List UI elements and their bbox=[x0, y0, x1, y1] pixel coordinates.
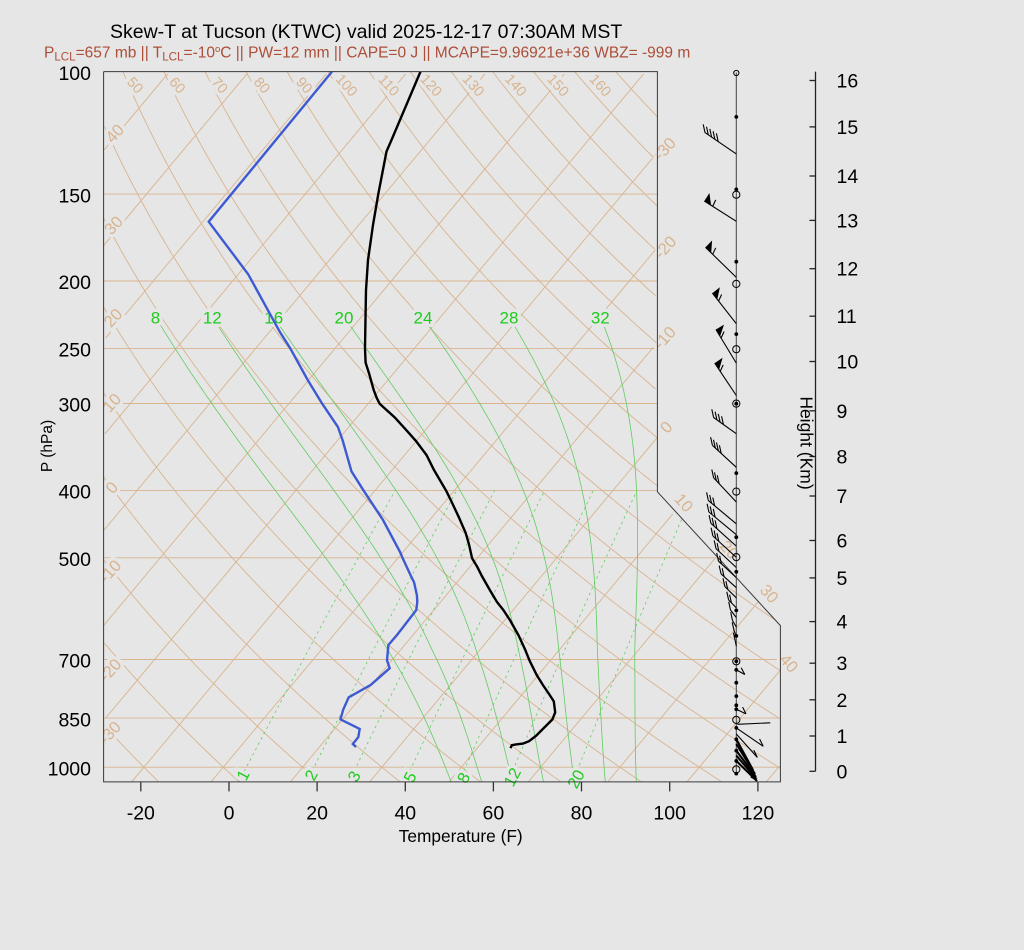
svg-text:-20: -20 bbox=[127, 803, 155, 825]
svg-text:7: 7 bbox=[837, 486, 848, 508]
svg-text:80: 80 bbox=[571, 803, 593, 825]
svg-text:32: 32 bbox=[591, 309, 610, 328]
svg-text:60: 60 bbox=[483, 803, 505, 825]
svg-text:0: 0 bbox=[224, 803, 235, 825]
svg-text:6: 6 bbox=[837, 531, 848, 553]
svg-text:20: 20 bbox=[306, 803, 328, 825]
svg-text:2: 2 bbox=[837, 690, 848, 712]
svg-text:16: 16 bbox=[264, 309, 283, 328]
svg-text:15: 15 bbox=[837, 117, 859, 139]
svg-text:3: 3 bbox=[837, 653, 848, 675]
svg-text:150: 150 bbox=[58, 185, 91, 207]
svg-text:850: 850 bbox=[58, 709, 91, 731]
svg-text:400: 400 bbox=[58, 482, 91, 504]
svg-text:200: 200 bbox=[58, 272, 91, 294]
svg-text:1000: 1000 bbox=[48, 758, 92, 780]
svg-text:9: 9 bbox=[837, 401, 848, 423]
svg-text:P (hPa): P (hPa) bbox=[39, 420, 56, 472]
svg-text:0: 0 bbox=[837, 761, 848, 783]
svg-text:120: 120 bbox=[742, 803, 775, 825]
svg-text:24: 24 bbox=[414, 309, 433, 328]
svg-text:100: 100 bbox=[58, 63, 91, 85]
svg-text:250: 250 bbox=[58, 340, 91, 362]
svg-text:PLCL=657 mb || TLCL=-10oC || P: PLCL=657 mb || TLCL=-10oC || PW=12 mm ||… bbox=[44, 44, 690, 64]
svg-text:8: 8 bbox=[151, 309, 160, 328]
svg-text:Skew-T at Tucson (KTWC) valid: Skew-T at Tucson (KTWC) valid 2025-12-17… bbox=[110, 21, 622, 43]
svg-text:13: 13 bbox=[837, 210, 859, 232]
svg-text:12: 12 bbox=[837, 259, 859, 281]
svg-text:Height (Km): Height (Km) bbox=[797, 396, 817, 489]
svg-text:1: 1 bbox=[837, 726, 848, 748]
svg-text:28: 28 bbox=[500, 309, 519, 328]
svg-text:700: 700 bbox=[58, 651, 91, 673]
svg-text:10: 10 bbox=[837, 352, 859, 374]
svg-text:16: 16 bbox=[837, 71, 859, 93]
svg-text:100: 100 bbox=[653, 803, 686, 825]
svg-text:20: 20 bbox=[335, 309, 354, 328]
svg-text:300: 300 bbox=[58, 395, 91, 417]
svg-text:500: 500 bbox=[58, 549, 91, 571]
svg-text:5: 5 bbox=[837, 568, 848, 590]
svg-text:14: 14 bbox=[837, 166, 859, 188]
svg-text:Temperature (F): Temperature (F) bbox=[399, 826, 523, 846]
svg-text:11: 11 bbox=[837, 306, 857, 328]
svg-text:40: 40 bbox=[394, 803, 416, 825]
svg-text:12: 12 bbox=[203, 309, 222, 328]
svg-text:8: 8 bbox=[837, 447, 848, 469]
svg-text:4: 4 bbox=[837, 612, 848, 634]
